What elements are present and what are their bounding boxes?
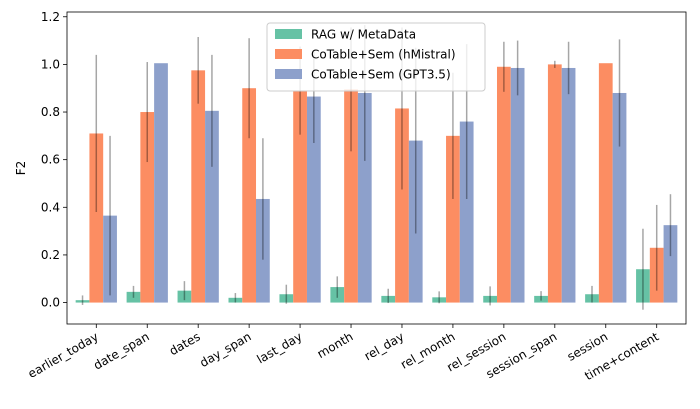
legend-swatch [275, 29, 302, 39]
bar-2-session_span [547, 64, 562, 303]
y-tick-label: 0.0 [41, 296, 60, 310]
y-tick-label: 0.2 [41, 248, 60, 262]
bar-1-day_span [228, 297, 243, 303]
bar-2-date_span [140, 112, 155, 303]
bar-3-date_span [154, 63, 168, 303]
bar-1-month [330, 287, 345, 303]
bar-1-time+content [636, 269, 650, 303]
bar-3-session_span [561, 67, 576, 303]
y-tick-label: 0.4 [41, 200, 60, 214]
bar-3-month [357, 92, 372, 303]
legend-label: CoTable+Sem (GPT3.5) [311, 68, 451, 82]
bar-3-rel_month [459, 121, 474, 303]
bar-2-session [598, 63, 613, 303]
bar-3-rel_day [408, 140, 423, 303]
bar-2-month [344, 89, 358, 303]
bar-1-earlier_today [75, 300, 90, 303]
bar-3-earlier_today [103, 215, 117, 303]
bar-2-last_day [293, 90, 307, 303]
axes-frame [66, 11, 687, 325]
legend-label: CoTable+Sem (hMistral) [311, 48, 456, 62]
y-tick-label: 1.2 [41, 10, 60, 24]
legend-swatch [275, 49, 302, 59]
bar-3-day_span [256, 198, 270, 303]
y-tick-label: 0.6 [41, 153, 60, 167]
legend: RAG w/ MetaData CoTable+Sem (hMistral) CoT… [266, 22, 486, 92]
bar-2-rel_month [446, 135, 460, 303]
legend-box [266, 22, 486, 92]
bar-1-rel_session [483, 295, 497, 303]
y-tick-label: 1.0 [41, 57, 60, 71]
bar-3-dates [205, 110, 219, 303]
y-tick-label: 0.8 [41, 105, 60, 119]
bar-1-rel_day [381, 295, 396, 303]
legend-label: RAG w/ MetaData [311, 28, 416, 42]
bar-3-last_day [306, 96, 321, 303]
bar-2-day_span [242, 88, 257, 303]
bar-3-time+content [663, 225, 678, 303]
bar-2-earlier_today [89, 133, 104, 303]
bar-1-session [585, 294, 599, 303]
bar-2-dates [191, 70, 206, 303]
bar-1-last_day [279, 294, 294, 303]
bar-1-date_span [126, 291, 141, 303]
bar-1-dates [177, 290, 192, 303]
bar-3-session [612, 92, 627, 303]
bar-1-session_span [534, 295, 548, 303]
bar-3-rel_session [510, 67, 525, 303]
bar-2-time+content [649, 247, 664, 303]
legend-swatch [275, 69, 302, 79]
bar-1-rel_month [432, 297, 447, 303]
bar-2-rel_day [395, 108, 409, 303]
bar-2-rel_session [496, 66, 511, 303]
y-axis-label: F2 [14, 161, 28, 176]
